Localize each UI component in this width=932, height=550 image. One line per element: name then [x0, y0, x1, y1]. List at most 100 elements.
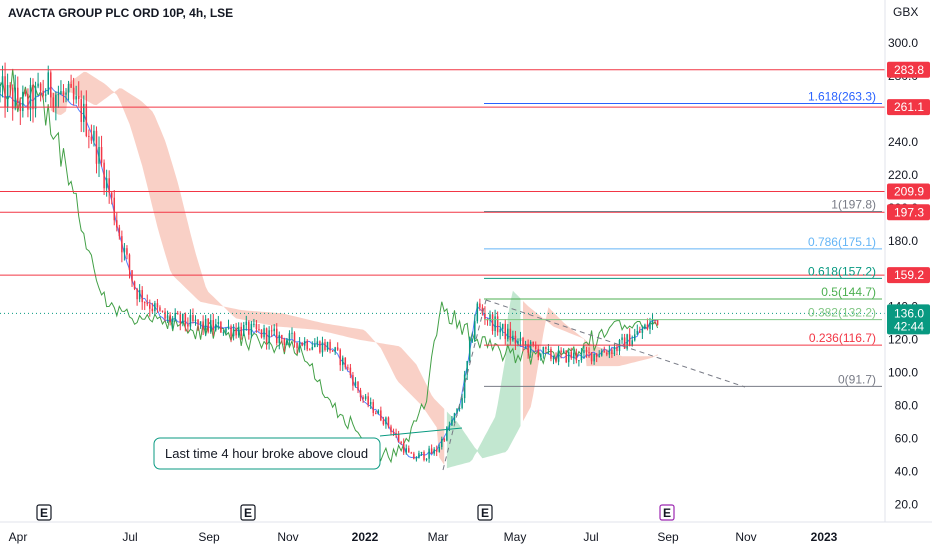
- candle-body: [24, 91, 27, 95]
- candle-body: [656, 319, 659, 325]
- candle-body: [359, 390, 362, 398]
- candle: [633, 328, 636, 342]
- candle-body: [80, 98, 83, 122]
- chart-title: AVACTA GROUP PLC ORD 10P, 4h, LSE: [8, 6, 233, 20]
- candle-body: [42, 90, 44, 96]
- candle: [154, 300, 156, 316]
- candle: [636, 324, 639, 336]
- candle-body: [265, 328, 268, 343]
- candle-body: [296, 342, 298, 349]
- candle: [428, 445, 430, 463]
- price-tag-bg: [887, 183, 930, 200]
- candle-body: [98, 147, 100, 164]
- earnings-badge[interactable]: [477, 504, 493, 521]
- candle-body: [324, 342, 326, 351]
- candle-body: [534, 345, 537, 349]
- candle: [476, 301, 479, 324]
- candle-body: [550, 348, 552, 359]
- candle: [149, 299, 151, 317]
- candle: [415, 456, 418, 462]
- earnings-badge[interactable]: [240, 504, 256, 521]
- candle: [512, 330, 514, 342]
- candle: [37, 72, 39, 89]
- candle-body: [397, 434, 400, 443]
- candle-body: [298, 342, 301, 349]
- candle: [342, 355, 344, 372]
- candle-body: [537, 348, 540, 358]
- trend-lines[interactable]: [379, 299, 746, 471]
- candle-body: [110, 192, 113, 198]
- candle: [303, 337, 306, 351]
- candle: [24, 89, 27, 97]
- time-tick-label: Nov: [277, 530, 298, 544]
- candle: [471, 338, 474, 344]
- candle: [499, 321, 501, 340]
- trend-line-up[interactable]: [442, 299, 487, 471]
- time-axis[interactable]: Apr Jul Sep Nov 2022 Mar May Jul Sep Nov 2023: [9, 530, 838, 544]
- earnings-marker[interactable]: E: [240, 504, 256, 521]
- candle-body: [547, 348, 550, 350]
- candle: [301, 341, 303, 347]
- upcoming-earnings-marker[interactable]: E: [659, 504, 675, 521]
- candle-body: [651, 319, 654, 324]
- earnings-marker[interactable]: E: [36, 504, 52, 521]
- candle-body: [405, 448, 407, 453]
- candle: [380, 406, 382, 422]
- earnings-badge[interactable]: [36, 504, 52, 521]
- candle-body: [151, 308, 154, 312]
- annotation-box[interactable]: [153, 437, 381, 470]
- candle-body: [182, 313, 184, 324]
- trend-line-down[interactable]: [485, 299, 746, 388]
- candle-body: [331, 350, 334, 352]
- candle: [514, 330, 517, 351]
- candle-body: [291, 332, 293, 334]
- candle: [410, 451, 413, 454]
- candle-body: [273, 328, 275, 332]
- candle-body: [34, 86, 37, 110]
- candle: [296, 342, 298, 354]
- candle-body: [118, 227, 121, 237]
- candle: [197, 319, 199, 331]
- candle-body: [6, 85, 9, 107]
- candle: [6, 73, 9, 113]
- candle-body: [121, 236, 123, 253]
- candle: [72, 77, 75, 106]
- lagging-span-line: [0, 68, 659, 464]
- candle: [618, 338, 621, 356]
- candle: [603, 346, 606, 353]
- candle: [529, 340, 532, 358]
- candle-body: [77, 96, 80, 99]
- price-tick-label: 220.0: [888, 168, 918, 182]
- candle: [39, 82, 42, 102]
- horizontal-levels[interactable]: [0, 69, 885, 314]
- candle: [570, 347, 573, 360]
- candle-body: [116, 220, 118, 228]
- candle: [438, 444, 441, 453]
- candle: [199, 321, 202, 329]
- candles: [0, 62, 659, 463]
- candle-body: [646, 324, 649, 330]
- candle: [400, 440, 402, 445]
- candle: [347, 364, 349, 371]
- earnings-badge[interactable]: [659, 504, 675, 521]
- candle-body: [159, 307, 161, 311]
- candle: [161, 310, 164, 313]
- candle: [17, 76, 19, 109]
- candle: [169, 312, 171, 326]
- candle: [390, 424, 392, 436]
- candle-body: [491, 314, 494, 332]
- fibonacci-retracement[interactable]: 1.618(263.3) 1(197.8) 0.786(175.1) 0.618(15…: [484, 90, 882, 387]
- candle: [176, 310, 179, 315]
- candle-body: [230, 326, 232, 337]
- candle-body: [220, 322, 222, 333]
- price-tag-bg: [887, 61, 930, 78]
- cloud-bearish: [50, 71, 445, 466]
- candle-body: [621, 337, 623, 341]
- fib-level-label: 0.618(157.2): [808, 264, 876, 278]
- candle: [55, 91, 57, 121]
- candle: [359, 387, 362, 402]
- annotation-callout[interactable]: Last time 4 hour broke above cloud: [153, 437, 381, 470]
- earnings-marker[interactable]: E: [477, 504, 493, 521]
